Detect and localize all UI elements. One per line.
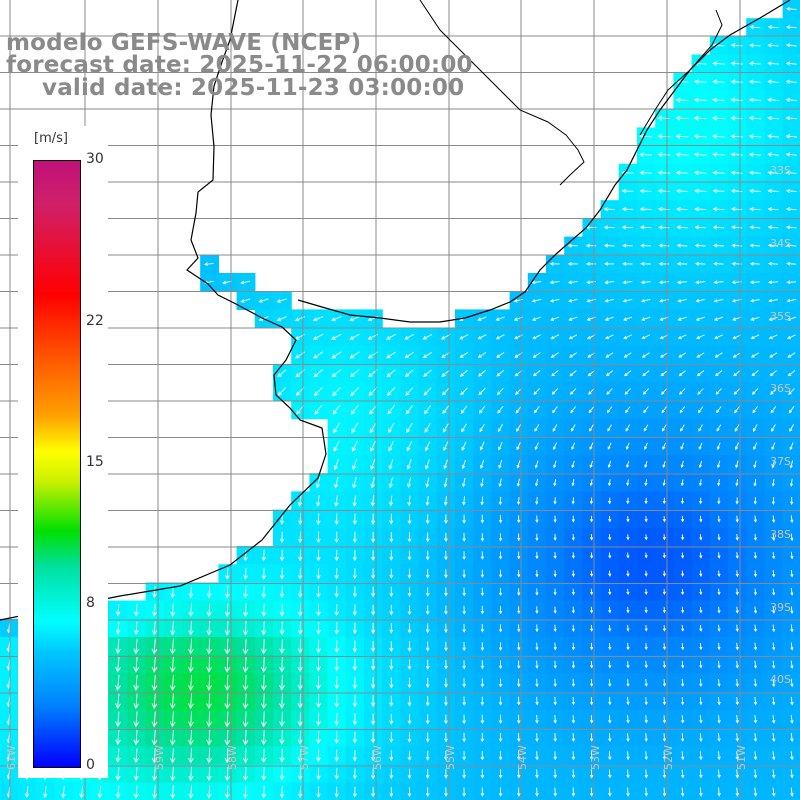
colorbar-tick-label: 30 <box>86 151 104 167</box>
lon-label: 59W <box>153 745 166 770</box>
valid-date: valid date: 2025-11-23 03:00:00 <box>42 75 465 101</box>
lon-label: 57W <box>298 745 311 770</box>
lat-label: 36S <box>770 382 791 395</box>
coastline-inner <box>419 0 585 186</box>
colorbar-tick-label: 22 <box>86 312 104 329</box>
lon-label: 58W <box>226 745 239 770</box>
colorbar-tick-label: 0 <box>86 757 95 773</box>
colorbar-unit-label: [m/s] <box>34 131 68 146</box>
lat-label: 37S <box>770 455 791 468</box>
coastline-main <box>0 0 327 621</box>
model-title: modelo GEFS-WAVE (NCEP) <box>6 30 362 56</box>
forecast-date: forecast date: 2025-11-22 06:00:00 <box>6 52 473 78</box>
lat-label: 38S <box>770 528 791 541</box>
coastline-lagoon <box>639 9 723 136</box>
lon-label: 51W <box>735 745 748 770</box>
lon-label: 52W <box>662 745 675 770</box>
lon-label: 55W <box>444 745 457 770</box>
lon-label: 56W <box>371 745 384 770</box>
lon-label: 61W <box>5 745 18 770</box>
lat-label: 33S <box>770 164 791 177</box>
colorbar <box>33 160 81 768</box>
lat-label: 35S <box>770 310 791 323</box>
lon-label: 54W <box>516 745 529 770</box>
coastline <box>0 0 791 621</box>
colorbar-tick-label: 15 <box>86 454 104 470</box>
lat-label: 40S <box>770 673 791 686</box>
lat-label: 39S <box>770 601 791 614</box>
coastline-estuary <box>297 0 791 323</box>
wind-vector-field <box>6 6 797 799</box>
lat-label: 34S <box>770 237 791 250</box>
colorbar-tick-label: 8 <box>86 595 95 612</box>
lon-label: 53W <box>589 745 602 770</box>
